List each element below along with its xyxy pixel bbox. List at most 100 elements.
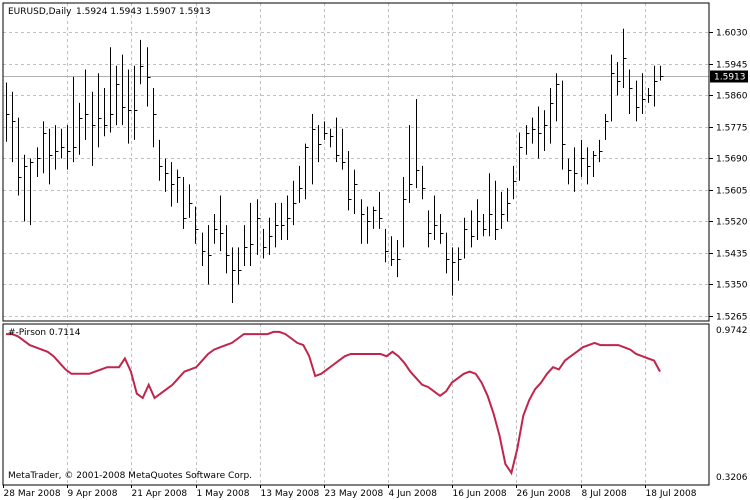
price-bar xyxy=(6,82,10,142)
price-bar xyxy=(287,195,291,241)
price-bar xyxy=(244,225,248,266)
pirson-line xyxy=(6,330,661,476)
price-bar xyxy=(409,125,413,203)
price-bar xyxy=(519,132,523,181)
price-bar xyxy=(599,139,603,163)
indicator-top-label: 0.9742 xyxy=(716,326,748,336)
price-tick-label: 1.5435 xyxy=(716,250,748,260)
price-bar xyxy=(336,117,340,163)
price-bar xyxy=(202,232,206,266)
price-tick-label: 1.5350 xyxy=(716,281,748,291)
price-bar xyxy=(373,206,377,229)
price-bar xyxy=(629,69,633,114)
price-bar xyxy=(556,73,560,122)
time-tick-label: 18 Jul 2008 xyxy=(646,489,697,499)
price-axis: 1.6030 1.5945 1.5860 1.5775 1.5690 1.5605 1.55… xyxy=(709,29,748,323)
price-bar xyxy=(416,99,420,189)
price-bar xyxy=(171,162,175,207)
price-bar xyxy=(269,217,273,255)
price-bar xyxy=(49,128,53,185)
time-axis: 28 Mar 2008 9 Apr 2008 21 Apr 2008 1 May 20… xyxy=(3,485,697,499)
time-tick-label: 1 May 2008 xyxy=(197,489,250,499)
price-bar xyxy=(134,65,138,140)
price-bar xyxy=(458,247,462,281)
main-pane-border xyxy=(2,2,710,322)
price-tick-label: 1.5945 xyxy=(716,61,748,71)
price-bar xyxy=(434,195,438,241)
current-price-label: 1.5913 xyxy=(714,73,746,83)
price-bar xyxy=(24,154,28,222)
price-bar xyxy=(43,121,47,174)
price-bar xyxy=(183,176,187,229)
price-bar xyxy=(428,210,432,248)
price-tick-label: 1.5520 xyxy=(716,218,748,228)
price-bar xyxy=(391,236,395,266)
price-bar xyxy=(214,214,218,244)
price-bar xyxy=(67,125,71,170)
price-bar xyxy=(98,73,102,148)
current-price-marker: 1.5913 xyxy=(710,70,748,83)
time-tick-label: 8 Jul 2008 xyxy=(582,489,627,499)
price-bar xyxy=(92,91,96,166)
indicator-pane[interactable]: #-Pirson 0.7114 0.9742 0.3206 MetaTrader… xyxy=(2,323,748,486)
price-bar xyxy=(507,188,511,222)
price-bar xyxy=(128,69,132,144)
time-tick-label: 16 Jun 2008 xyxy=(453,489,507,499)
price-bar xyxy=(208,225,212,285)
price-bar xyxy=(189,184,193,218)
price-bar xyxy=(122,54,126,126)
price-bar xyxy=(79,102,83,155)
price-bar xyxy=(275,202,279,248)
price-bar xyxy=(611,54,615,122)
price-bar xyxy=(464,217,468,259)
price-bar xyxy=(263,228,267,259)
price-bar xyxy=(403,176,407,248)
price-bar xyxy=(513,165,517,200)
price-bar xyxy=(293,180,297,226)
price-bar xyxy=(642,73,646,114)
price-tick-label: 1.5605 xyxy=(716,187,748,197)
price-bar xyxy=(12,91,16,163)
price-bar xyxy=(18,117,22,196)
price-bar xyxy=(501,191,505,229)
price-bar xyxy=(532,117,536,144)
indicator-grid xyxy=(67,324,646,485)
price-bar xyxy=(324,121,328,140)
price-bar xyxy=(385,228,389,263)
price-bar xyxy=(538,106,542,159)
price-bar xyxy=(354,169,358,215)
price-bar xyxy=(110,47,114,133)
price-bar xyxy=(73,76,77,163)
price-bar xyxy=(660,65,664,81)
price-bar xyxy=(226,225,230,274)
price-bar xyxy=(471,210,475,248)
price-bar xyxy=(477,199,481,241)
price-bar xyxy=(30,158,34,226)
price-bar xyxy=(232,247,236,304)
symbol-title: EURUSD,Daily xyxy=(8,7,72,17)
time-tick-label: 26 Jun 2008 xyxy=(517,489,571,499)
price-bar xyxy=(281,202,285,241)
main-chart-pane[interactable]: EURUSD,Daily 1.5924 1.5943 1.5907 1.5913… xyxy=(2,2,748,323)
price-bar xyxy=(440,214,444,244)
price-bar xyxy=(257,199,261,255)
indicator-title: #-Pirson 0.7114 xyxy=(8,328,81,338)
price-bar xyxy=(489,173,493,237)
price-bar xyxy=(367,206,371,244)
price-bar xyxy=(544,110,548,152)
price-bar xyxy=(379,191,383,229)
time-tick-label: 4 Jun 2008 xyxy=(389,489,438,499)
price-bar xyxy=(220,195,224,252)
ohlc-readout: 1.5924 1.5943 1.5907 1.5913 xyxy=(76,7,211,17)
price-bar xyxy=(568,158,572,185)
time-tick-label: 13 May 2008 xyxy=(261,489,320,499)
price-bars xyxy=(6,28,664,304)
price-bar xyxy=(361,199,365,244)
price-tick-label: 1.6030 xyxy=(716,29,748,39)
price-bar xyxy=(299,165,303,203)
price-bar xyxy=(104,88,108,137)
price-bar xyxy=(605,113,609,140)
price-bar xyxy=(177,169,181,203)
